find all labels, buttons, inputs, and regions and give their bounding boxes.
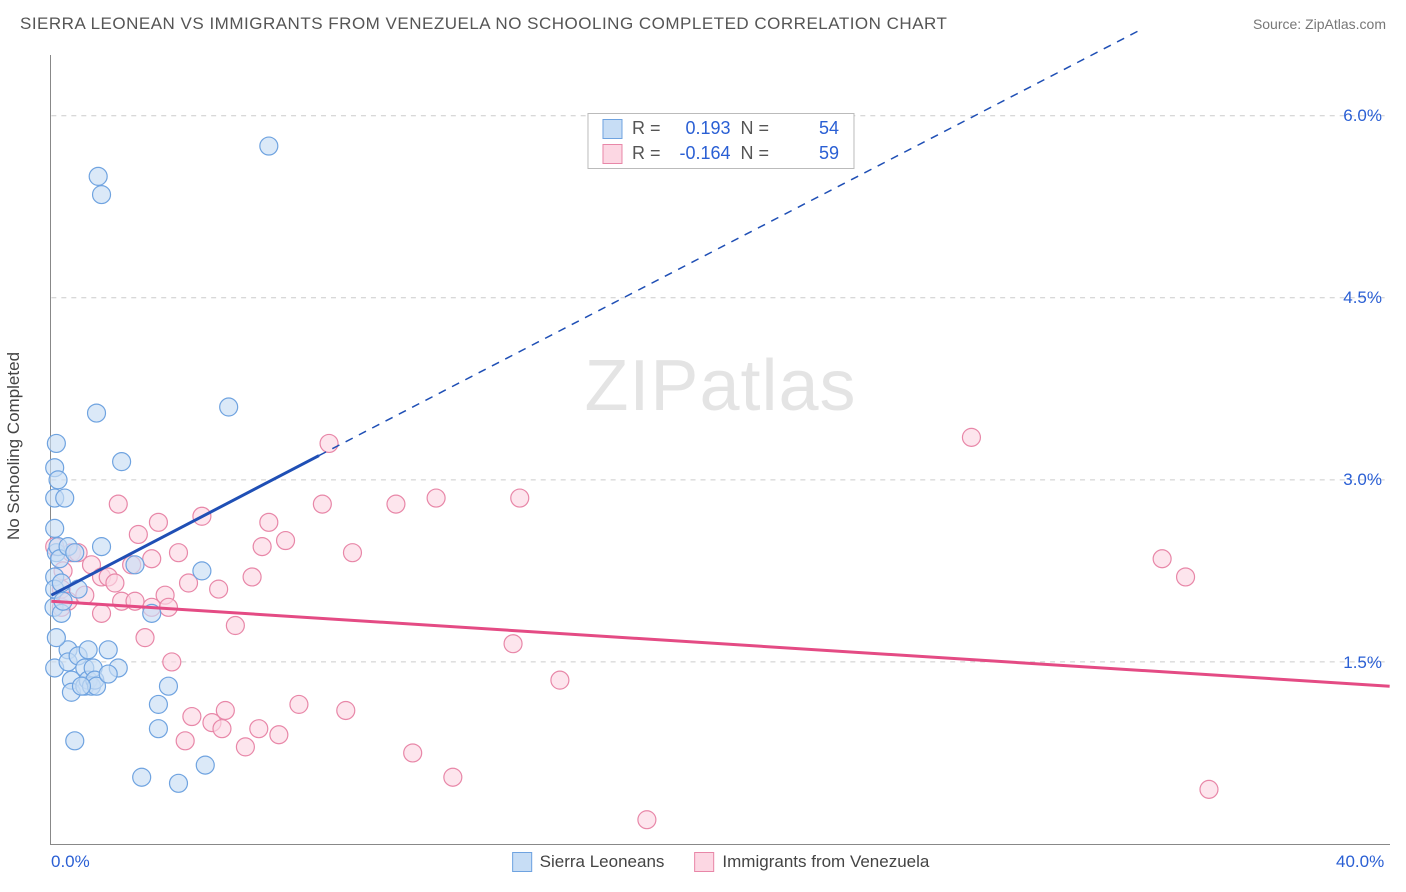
source-attribution: Source: ZipAtlas.com (1253, 16, 1386, 32)
y-tick-label: 3.0% (1343, 470, 1382, 490)
y-axis-label: No Schooling Completed (4, 352, 24, 540)
swatch-series-a (602, 119, 622, 139)
stats-row-b: R = -0.164 N = 59 (588, 141, 853, 166)
legend-item-b: Immigrants from Venezuela (694, 852, 929, 872)
y-tick-label: 1.5% (1343, 653, 1382, 673)
swatch-series-b (602, 144, 622, 164)
chart-title: SIERRA LEONEAN VS IMMIGRANTS FROM VENEZU… (20, 14, 947, 34)
chart-header: SIERRA LEONEAN VS IMMIGRANTS FROM VENEZU… (0, 0, 1406, 48)
scatter-plot (51, 55, 1390, 844)
legend-swatch-b (694, 852, 714, 872)
plot-area: ZIPatlas R = 0.193 N = 54 R = -0.164 N =… (50, 55, 1390, 845)
legend-swatch-a (512, 852, 532, 872)
legend-item-a: Sierra Leoneans (512, 852, 665, 872)
y-tick-label: 6.0% (1343, 106, 1382, 126)
y-tick-label: 4.5% (1343, 288, 1382, 308)
legend: Sierra Leoneans Immigrants from Venezuel… (512, 852, 930, 872)
correlation-stats-box: R = 0.193 N = 54 R = -0.164 N = 59 (587, 113, 854, 169)
x-tick-label: 0.0% (51, 852, 90, 872)
stats-row-a: R = 0.193 N = 54 (588, 116, 853, 141)
x-tick-label: 40.0% (1336, 852, 1384, 872)
